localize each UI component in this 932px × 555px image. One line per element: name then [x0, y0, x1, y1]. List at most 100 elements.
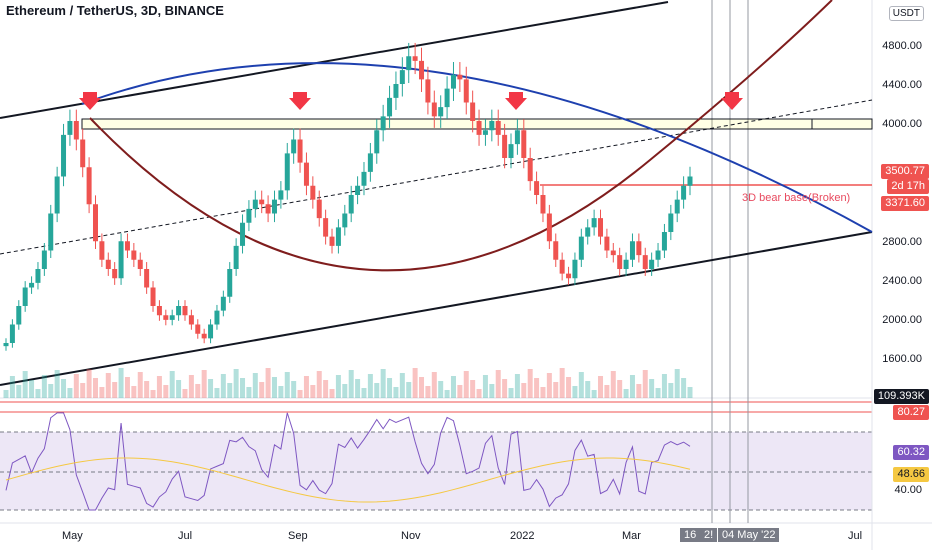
volume-bar: [233, 369, 239, 398]
x-tick: Sep: [288, 530, 308, 542]
volume-bar: [176, 380, 182, 398]
volume-bar: [470, 380, 476, 398]
volume-bar: [169, 371, 175, 398]
candle-body: [674, 199, 680, 214]
blue-arc: [81, 62, 873, 233]
volume-bar: [188, 375, 194, 398]
volume-bar: [419, 377, 425, 398]
volume-bar: [399, 373, 405, 398]
volume-bar: [572, 386, 578, 398]
candle-body: [540, 195, 546, 214]
volume-bar: [610, 371, 616, 398]
candle-body: [649, 259, 655, 269]
x-tick: 2022: [510, 530, 535, 542]
candle-body: [534, 181, 540, 195]
volume-bar: [29, 380, 35, 398]
volume-bar: [598, 376, 604, 398]
candle-body: [661, 232, 667, 251]
volume-bar: [105, 373, 111, 398]
x-badge: 04 May '22: [718, 528, 780, 542]
volume-bar: [284, 372, 290, 398]
volume-bar: [208, 379, 214, 398]
candle-body: [323, 218, 329, 237]
volume-bar: [438, 381, 444, 398]
candle-body: [617, 255, 623, 269]
volume-bar: [310, 385, 316, 398]
volume-bar: [278, 386, 284, 398]
candle-body: [450, 74, 456, 89]
volume-bar: [617, 380, 623, 398]
last-price-badge: 3500.77: [881, 164, 929, 179]
volume-bar: [73, 374, 79, 398]
chart-title: Ethereum / TetherUS, 3D, BINANCE: [6, 3, 224, 18]
volume-badge: 109.393K: [873, 389, 929, 404]
price-tick: 2800.00: [882, 236, 922, 248]
candle-body: [566, 273, 572, 279]
volume-bar: [655, 388, 661, 398]
candle-body: [67, 121, 73, 135]
candle-body: [521, 130, 527, 158]
rsi-ma-badge: 48.66: [893, 467, 929, 482]
volume-bar: [412, 368, 418, 398]
volume-bar: [482, 375, 488, 398]
volume-bar: [3, 390, 9, 398]
price-tick: 4800.00: [882, 40, 922, 52]
rsi-tick: 40.00: [894, 484, 922, 496]
candle-body: [591, 218, 597, 228]
candle-body: [54, 176, 60, 214]
rsi-band: [0, 432, 872, 510]
volume-bar: [35, 389, 41, 398]
volume-bar: [661, 374, 667, 398]
volume-bar: [124, 377, 130, 398]
volume-bar: [681, 378, 687, 398]
down-arrow-icon: [79, 92, 101, 110]
candle-body: [73, 121, 79, 140]
candle-body: [489, 121, 495, 131]
candle-body: [35, 269, 41, 283]
candle-body: [195, 324, 201, 334]
candle-body: [271, 199, 277, 214]
candle-body: [431, 102, 437, 117]
candle-body: [201, 333, 207, 339]
volume-bar: [553, 382, 559, 398]
volume-bar: [265, 368, 271, 398]
candle-body: [393, 84, 399, 98]
volume-bar: [22, 371, 28, 398]
channel-upper-line: [0, 1, 669, 119]
candle-body: [553, 241, 559, 260]
x-tick: Jul: [848, 530, 863, 542]
channel-mid-line: [0, 99, 873, 255]
candle-body: [681, 185, 687, 200]
candle-body: [220, 296, 226, 311]
candle-body: [636, 241, 642, 256]
volume-bar: [92, 378, 98, 398]
candle-body: [406, 56, 412, 71]
volume-bar: [514, 374, 520, 398]
candle-body: [240, 222, 246, 246]
volume-bar: [521, 383, 527, 398]
candle-body: [29, 282, 35, 288]
volume-bar: [566, 377, 572, 398]
candle-body: [176, 306, 182, 316]
volume-bar: [156, 376, 162, 398]
volume-bar: [674, 369, 680, 398]
volume-bar: [316, 371, 322, 398]
candle-body: [655, 250, 661, 260]
candle-body: [48, 213, 54, 251]
volume-bar: [220, 374, 226, 398]
candle-body: [342, 213, 348, 228]
volume-bar: [527, 369, 533, 398]
candle-body: [419, 60, 425, 80]
volume-bar: [604, 385, 610, 398]
volume-bar: [80, 383, 86, 398]
volume-bar: [246, 387, 252, 398]
volume-bar: [380, 369, 386, 398]
volume-bar: [240, 378, 246, 398]
volume-bar: [476, 389, 482, 398]
currency-button[interactable]: USDT: [888, 6, 924, 21]
candle-body: [559, 259, 565, 274]
volume-bar: [9, 376, 15, 398]
candle-body: [482, 130, 488, 135]
